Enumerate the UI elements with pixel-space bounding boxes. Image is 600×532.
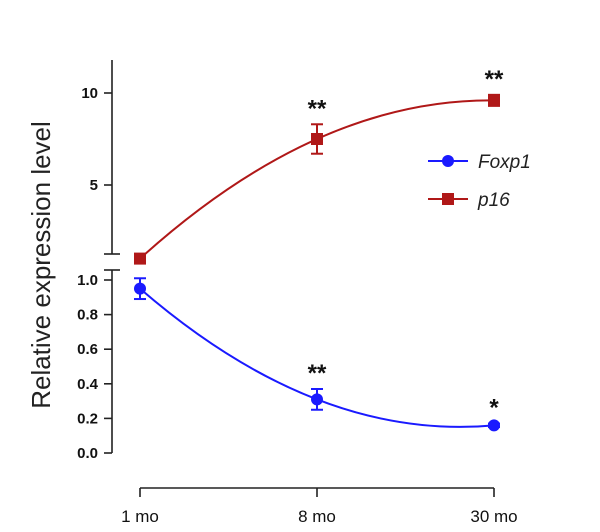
x-tick-label-30mo: 30 mo	[470, 507, 517, 526]
y-lower-tick-label: 0.6	[77, 341, 98, 358]
legend-marker-foxp1	[442, 155, 454, 167]
significance-label: *	[489, 395, 499, 422]
y-axis-title: Relative expression level	[26, 121, 56, 409]
data-point-foxp1	[488, 419, 500, 432]
y-lower-tick-label: 0.8	[77, 307, 98, 324]
legend-marker-p16	[442, 193, 454, 205]
significance-label: **	[308, 95, 327, 122]
y-lower-tick-label: 0.0	[77, 445, 98, 462]
y-lower-tick-label: 0.4	[77, 376, 99, 393]
significance-label: **	[308, 360, 327, 387]
x-tick-label-1mo: 1 mo	[121, 507, 159, 526]
data-point-foxp1	[134, 282, 146, 295]
significance-label: **	[485, 66, 504, 93]
y-lower-tick-label: 1.0	[77, 272, 98, 289]
y-axis-lower-ticks: 0.0 0.2 0.4 0.6 0.8 1.0	[77, 272, 112, 462]
legend-label-foxp1: Foxp1	[478, 152, 531, 173]
series-layer: *******	[134, 66, 504, 432]
x-tick-label-8mo: 8 mo	[298, 507, 336, 526]
data-point-p16	[311, 133, 323, 145]
y-lower-tick-label: 0.2	[77, 410, 98, 427]
data-point-p16	[488, 94, 500, 107]
y-upper-tick-label-10: 10	[81, 85, 98, 102]
legend-label-p16: p16	[477, 190, 510, 211]
y-upper-tick-label-5: 5	[90, 177, 98, 194]
data-point-p16	[134, 252, 146, 265]
data-point-foxp1	[311, 393, 323, 406]
legend: Foxp1 p16	[428, 152, 531, 211]
